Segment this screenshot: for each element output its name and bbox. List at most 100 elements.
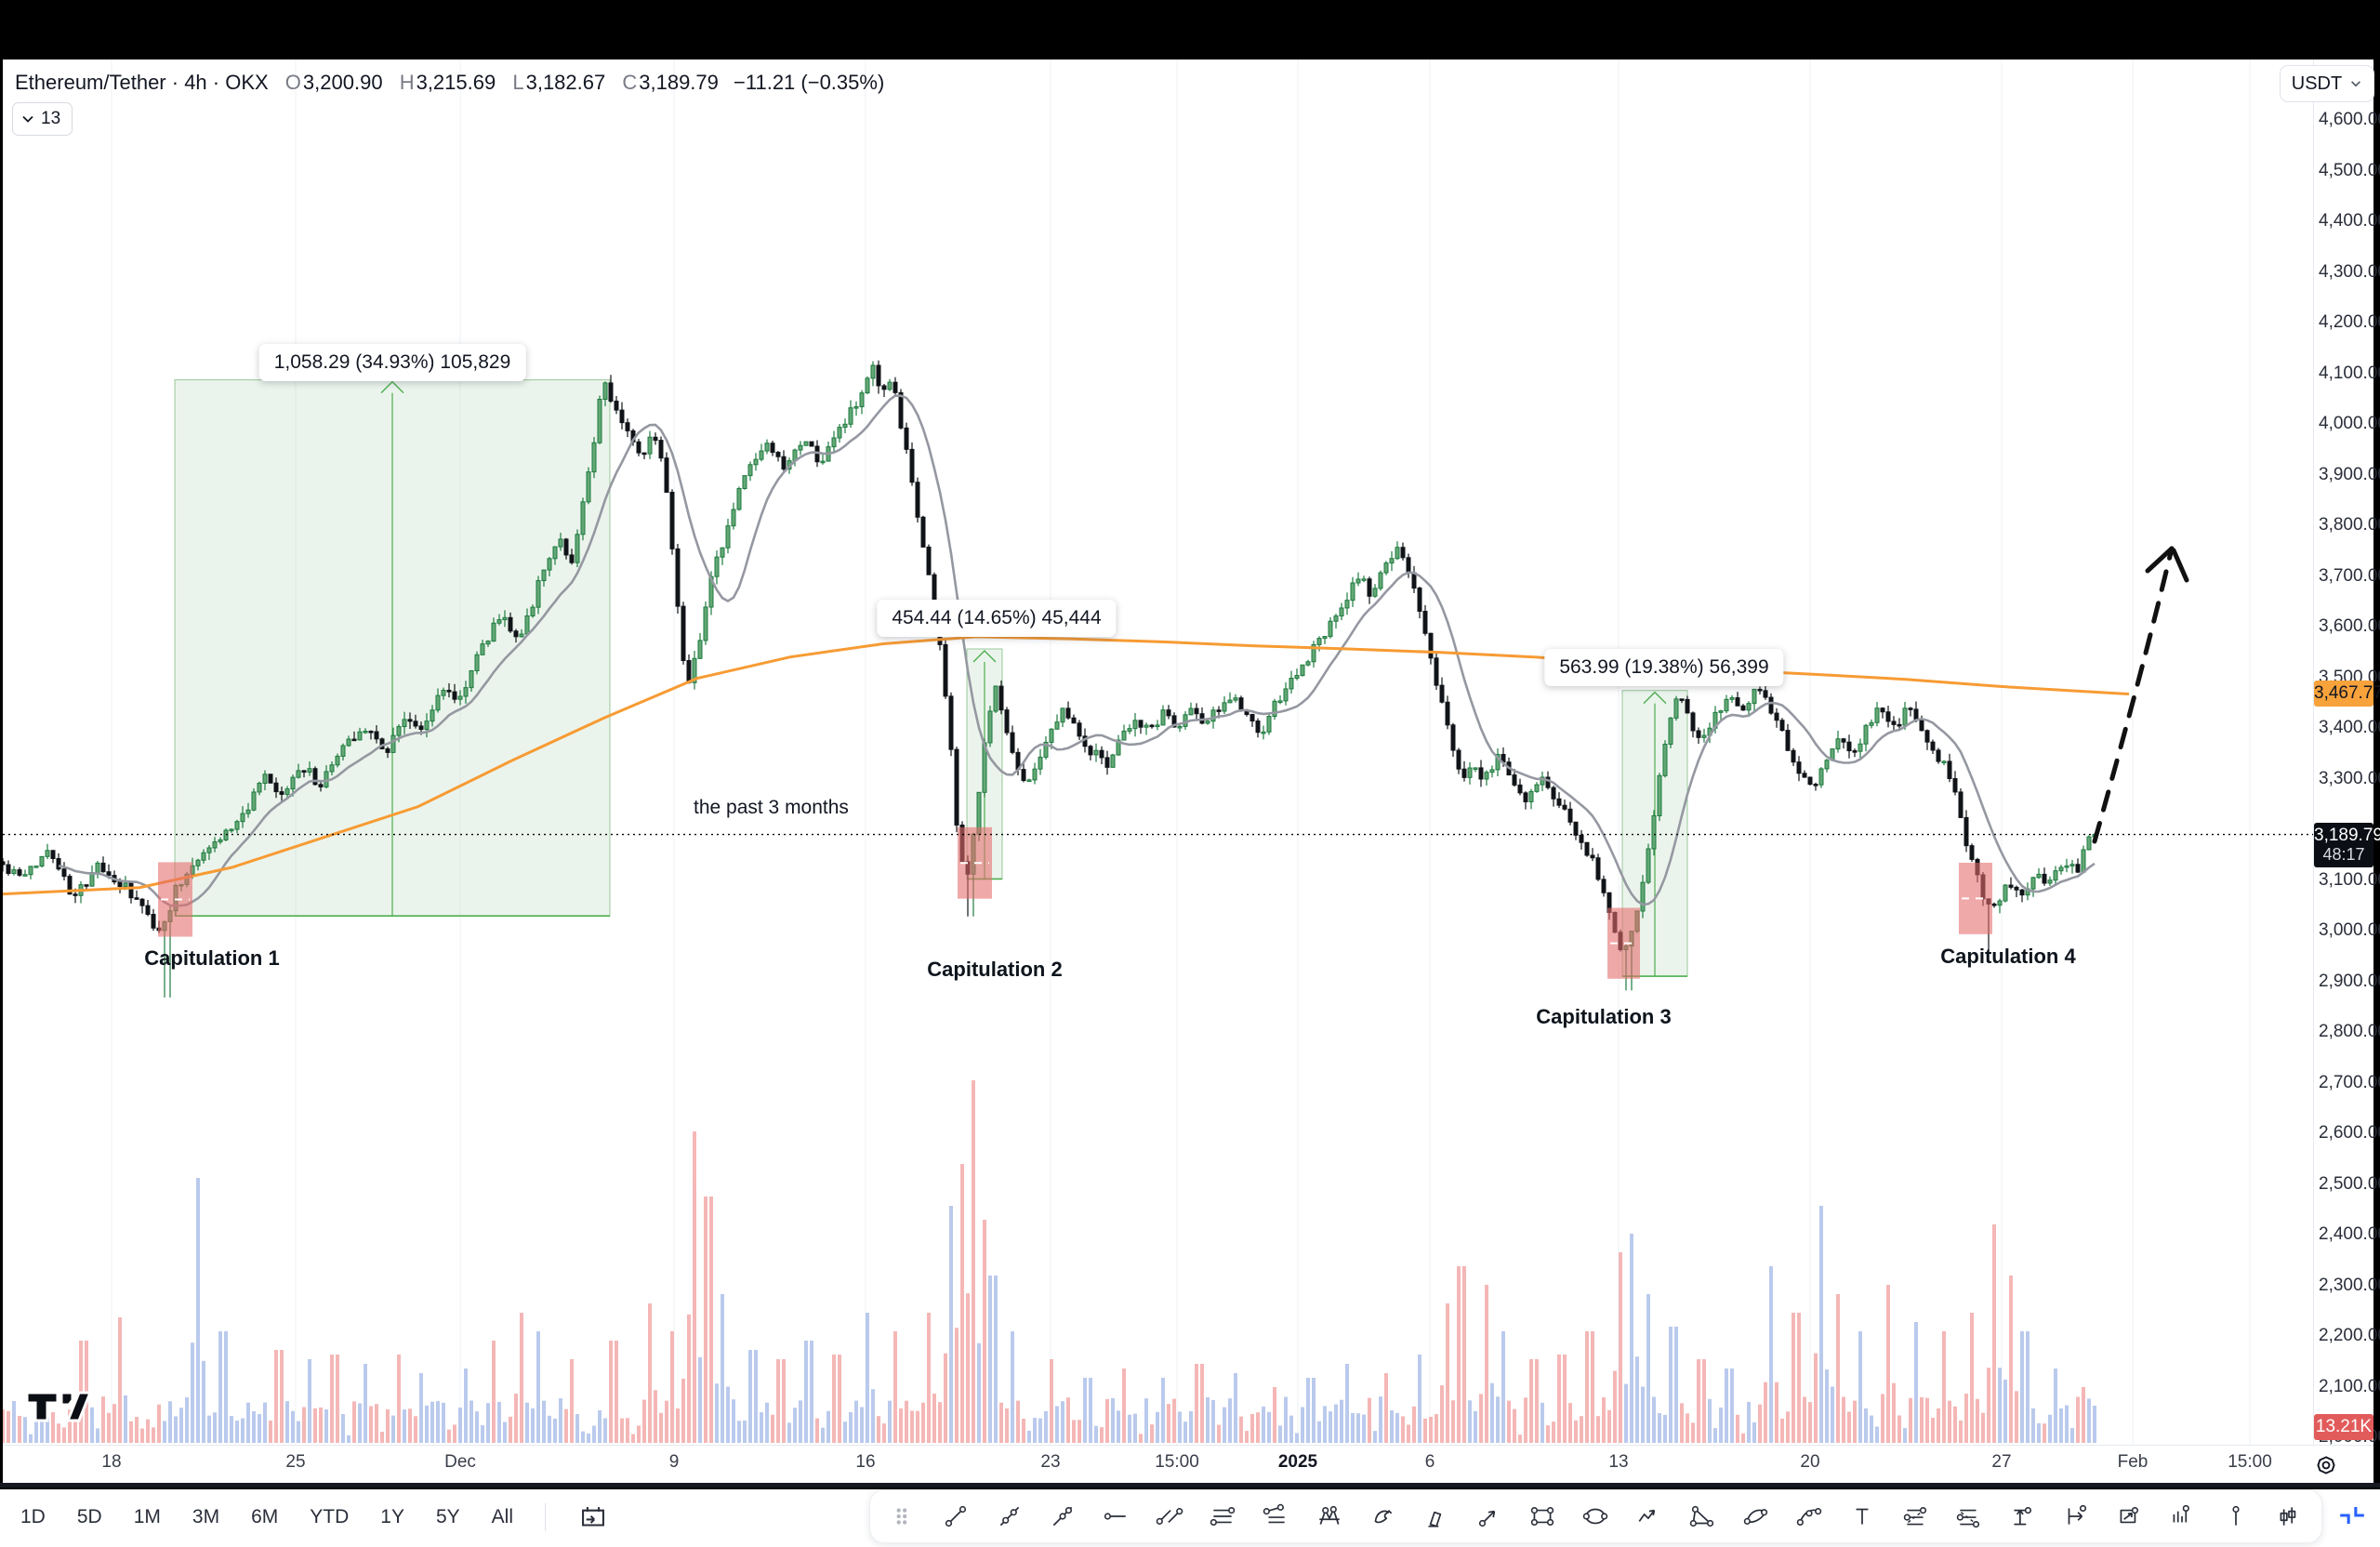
tool-curve[interactable] [1742,1502,1770,1530]
tool-date-price-range[interactable] [2115,1502,2143,1530]
tool-fib-retracement[interactable] [1209,1502,1236,1530]
tool-disjoint-channel[interactable] [1156,1502,1183,1530]
candle [2086,836,2092,851]
measurement-label[interactable]: 563.99 (19.38%) 56,399 [1544,649,1784,686]
volume-bar [670,1331,674,1443]
tool-arc[interactable] [1795,1502,1823,1530]
tool-text[interactable] [1848,1502,1876,1530]
currency-selector[interactable]: USDT [2280,65,2374,102]
candle [619,409,625,424]
tool-short-position[interactable] [1955,1502,1983,1530]
price-axis-label: 3,300.00 [2319,768,2380,788]
volume-bar [285,1401,289,1443]
price-axis-label: 2,300.00 [2319,1275,2380,1295]
time-axis-settings-button[interactable] [2307,1447,2345,1484]
candle [245,809,251,814]
tool-candle-pattern[interactable] [2275,1502,2303,1530]
measurement-label[interactable]: 1,058.29 (34.93%) 105,829 [258,344,526,381]
range-all[interactable]: All [491,1506,513,1527]
volume-bar [1234,1373,1237,1443]
candle [2003,884,2008,902]
ma-price-badge: 3,467.77 [2314,681,2380,707]
candle [84,884,89,887]
volume-bar [536,1331,540,1443]
tool-long-position[interactable] [1902,1502,1930,1530]
tool-horizontal-ray[interactable] [1102,1502,1130,1530]
volume-bar [2043,1423,2046,1443]
candle [195,859,201,866]
candle [1155,724,1160,727]
range-5d[interactable]: 5D [76,1506,102,1527]
candle [1188,707,1194,716]
candle [697,640,703,659]
price-axis-label: 2,200.00 [2319,1326,2380,1345]
tool-brush[interactable] [1368,1502,1396,1530]
tool-ellipse[interactable] [1581,1502,1609,1530]
candle [519,633,524,638]
candle [1852,750,1858,753]
range-1y[interactable]: 1Y [380,1506,404,1527]
candle [1785,730,1791,751]
note-text[interactable]: the past 3 months [694,797,849,818]
tool-pitchfork[interactable] [1316,1502,1343,1530]
tool-date-range[interactable] [2062,1502,2090,1530]
candle [1601,879,1606,893]
range-6m[interactable]: 6M [251,1506,279,1527]
goto-date-button[interactable] [577,1501,609,1533]
tool-info-line[interactable] [1049,1502,1077,1530]
candle [1227,699,1233,704]
range-3m[interactable]: 3M [192,1506,220,1527]
capitulation-label[interactable]: Capitulation 4 [1940,945,2076,968]
time-axis-label: Dec [444,1452,476,1472]
tool-elliott-wave[interactable] [1635,1502,1663,1530]
tool-ray[interactable] [996,1502,1024,1530]
indicators-collapse-button[interactable]: 13 [12,102,73,136]
tool-rectangle[interactable] [1528,1502,1556,1530]
snap-corners-icon[interactable] [2335,1499,2369,1537]
tool-highlighter[interactable] [1421,1502,1449,1530]
price-axis-label: 3,600.00 [2319,616,2380,636]
range-5y[interactable]: 5Y [435,1506,460,1527]
change-value: −11.21 (−0.35%) [734,71,885,94]
candle [1534,784,1540,792]
tool-bars-pattern[interactable] [2168,1502,2196,1530]
candle [1763,690,1768,698]
calendar-goto-icon [582,1507,604,1527]
measurement-label[interactable]: 454.44 (14.65%) 45,444 [877,600,1117,637]
candle [681,605,686,662]
candle [363,730,368,734]
volume-bar [1663,1414,1667,1443]
tool-arrow-marker[interactable] [1475,1502,1503,1530]
candle [558,538,563,548]
candle [463,687,469,697]
tool-triangle-pattern[interactable] [1688,1502,1716,1530]
candle [1774,712,1779,721]
range-1m[interactable]: 1M [133,1506,161,1527]
candle [1116,739,1121,756]
candle [887,381,892,390]
tool-fib-channel[interactable] [1262,1502,1289,1530]
range-1d[interactable]: 1D [20,1506,46,1527]
toolbar-drag-handle[interactable] [889,1502,917,1530]
volume-bar [2048,1414,2052,1443]
volume-bar [1669,1327,1673,1443]
tool-trend-line[interactable] [942,1502,970,1530]
capitulation-label[interactable]: Capitulation 1 [144,946,280,970]
volume-bar [531,1408,535,1443]
volume-bar [1105,1398,1109,1443]
candle [814,445,820,463]
capitulation-label[interactable]: Capitulation 2 [927,958,1063,981]
volume-layer [3,1080,2096,1443]
time-axis-label: 25 [285,1452,306,1472]
symbol-title[interactable]: Ethereum/Tether · 4h · OKX [15,71,269,94]
tradingview-logo[interactable] [24,1385,93,1431]
capitulation-label[interactable]: Capitulation 3 [1536,1005,1672,1028]
range-ytd[interactable]: YTD [310,1506,350,1527]
tool-price-range[interactable] [2008,1502,2036,1530]
volume-bar [1786,1411,1790,1443]
candle [33,866,39,868]
volume-bar [715,1383,719,1443]
tool-vertical-line[interactable] [2222,1502,2250,1530]
candle [803,441,809,446]
